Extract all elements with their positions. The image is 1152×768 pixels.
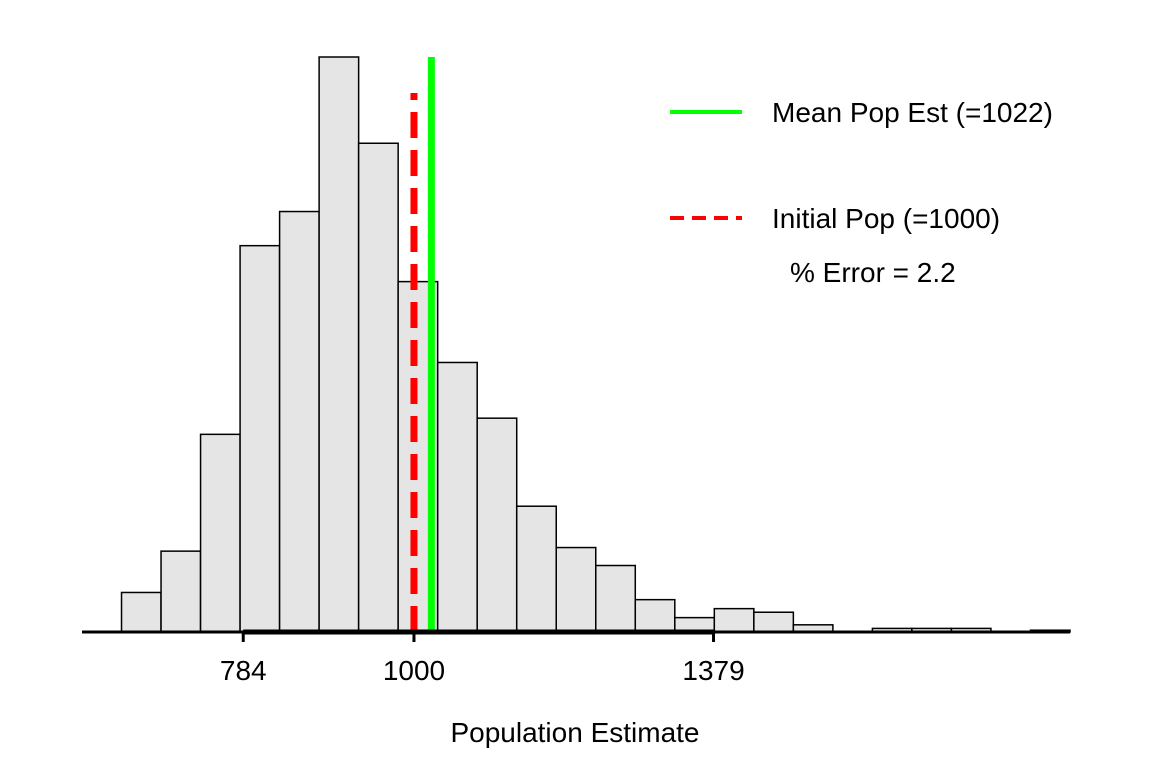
x-axis: 784 1000 1379 [82, 629, 1070, 686]
histogram-bar [357, 142, 399, 633]
x-tick-label: 1000 [383, 655, 445, 686]
histogram-bar [515, 505, 557, 633]
histogram-bar [595, 564, 637, 633]
legend: Mean Pop Est (=1022) Initial Pop (=1000) [670, 97, 1053, 234]
bars-layer [120, 56, 1071, 633]
histogram-bar [753, 611, 795, 633]
histogram-bar [555, 546, 597, 633]
x-axis-title: Population Estimate [450, 717, 699, 748]
histogram-bar [120, 591, 162, 633]
histogram-bar [476, 417, 518, 633]
histogram-bar [436, 361, 478, 633]
x-tick-label: 1379 [682, 655, 744, 686]
histogram-bar [318, 56, 360, 633]
reference-lines-layer [410, 57, 435, 632]
x-tick-label: 784 [220, 655, 267, 686]
legend-initial-label: Initial Pop (=1000) [772, 203, 1000, 234]
histogram-bar [160, 550, 202, 633]
histogram-bar [634, 598, 676, 633]
legend-mean-label: Mean Pop Est (=1022) [772, 97, 1053, 128]
histogram-bar [278, 210, 320, 633]
histogram-bar [199, 433, 241, 633]
histogram-bar [713, 607, 755, 633]
percent-error-annotation: % Error = 2.2 [790, 257, 956, 288]
histogram-bar [239, 244, 281, 633]
